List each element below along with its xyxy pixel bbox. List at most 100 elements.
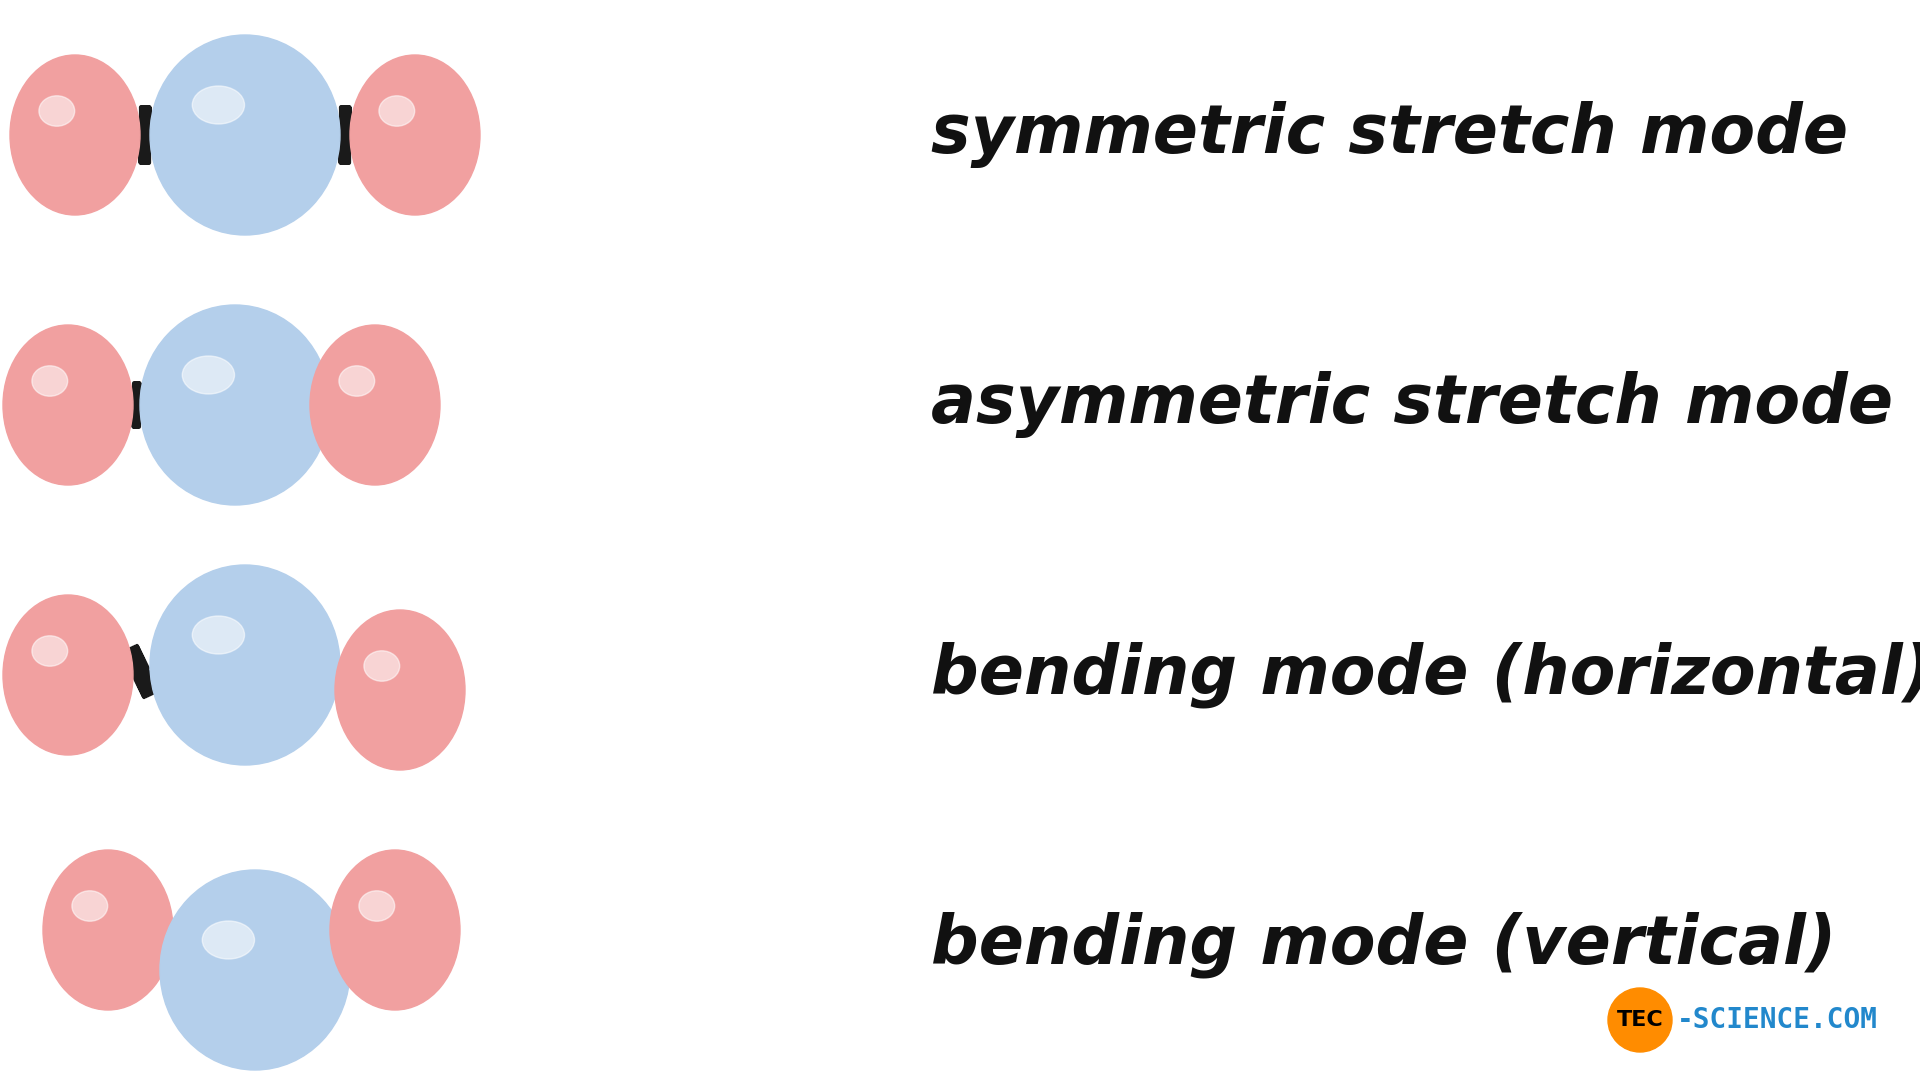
Ellipse shape bbox=[369, 649, 417, 708]
Ellipse shape bbox=[27, 353, 98, 441]
Ellipse shape bbox=[211, 920, 276, 990]
Ellipse shape bbox=[382, 664, 397, 685]
Ellipse shape bbox=[361, 886, 417, 954]
Ellipse shape bbox=[351, 875, 430, 971]
Ellipse shape bbox=[332, 351, 407, 444]
Ellipse shape bbox=[19, 343, 109, 456]
Ellipse shape bbox=[36, 86, 102, 166]
Ellipse shape bbox=[38, 635, 83, 691]
Ellipse shape bbox=[4, 596, 131, 753]
Ellipse shape bbox=[192, 78, 278, 167]
Ellipse shape bbox=[50, 379, 65, 400]
Ellipse shape bbox=[353, 877, 428, 969]
Ellipse shape bbox=[353, 58, 476, 211]
Ellipse shape bbox=[21, 347, 106, 450]
Ellipse shape bbox=[319, 336, 426, 468]
Ellipse shape bbox=[13, 58, 136, 211]
Ellipse shape bbox=[177, 888, 324, 1042]
Ellipse shape bbox=[349, 627, 444, 743]
Ellipse shape bbox=[204, 369, 238, 404]
Ellipse shape bbox=[17, 340, 113, 460]
Text: TEC: TEC bbox=[1617, 1010, 1663, 1030]
Ellipse shape bbox=[4, 326, 131, 483]
Ellipse shape bbox=[38, 367, 81, 419]
Ellipse shape bbox=[227, 936, 255, 967]
Ellipse shape bbox=[313, 328, 436, 481]
Ellipse shape bbox=[184, 70, 290, 180]
Ellipse shape bbox=[336, 858, 451, 998]
Ellipse shape bbox=[169, 880, 336, 1055]
Ellipse shape bbox=[40, 91, 96, 159]
Ellipse shape bbox=[156, 571, 332, 756]
Ellipse shape bbox=[200, 85, 267, 156]
Ellipse shape bbox=[177, 592, 301, 723]
Ellipse shape bbox=[215, 924, 271, 985]
Ellipse shape bbox=[52, 860, 161, 996]
Ellipse shape bbox=[349, 872, 434, 976]
Ellipse shape bbox=[73, 885, 131, 956]
Ellipse shape bbox=[209, 623, 255, 674]
Ellipse shape bbox=[167, 53, 315, 207]
Ellipse shape bbox=[338, 357, 399, 434]
Ellipse shape bbox=[163, 579, 321, 744]
Ellipse shape bbox=[52, 652, 61, 664]
Ellipse shape bbox=[38, 87, 100, 164]
Ellipse shape bbox=[180, 891, 319, 1037]
Ellipse shape bbox=[194, 903, 301, 1018]
Ellipse shape bbox=[338, 860, 449, 996]
Ellipse shape bbox=[154, 569, 334, 759]
Ellipse shape bbox=[363, 888, 415, 951]
Ellipse shape bbox=[29, 356, 94, 436]
Ellipse shape bbox=[6, 328, 129, 481]
Ellipse shape bbox=[397, 111, 411, 127]
Ellipse shape bbox=[12, 56, 138, 213]
Ellipse shape bbox=[10, 55, 140, 215]
Ellipse shape bbox=[67, 878, 138, 967]
Text: -SCIENCE.COM: -SCIENCE.COM bbox=[1676, 1005, 1878, 1034]
Ellipse shape bbox=[60, 868, 150, 981]
Ellipse shape bbox=[33, 360, 90, 431]
Ellipse shape bbox=[382, 910, 386, 915]
Ellipse shape bbox=[52, 382, 61, 394]
Ellipse shape bbox=[182, 598, 292, 713]
Ellipse shape bbox=[27, 76, 115, 184]
Ellipse shape bbox=[363, 643, 424, 719]
Ellipse shape bbox=[42, 372, 75, 411]
Ellipse shape bbox=[349, 874, 432, 973]
Ellipse shape bbox=[346, 367, 388, 419]
Ellipse shape bbox=[48, 378, 67, 402]
Ellipse shape bbox=[371, 80, 449, 176]
Ellipse shape bbox=[207, 622, 259, 676]
Ellipse shape bbox=[40, 638, 79, 687]
Ellipse shape bbox=[29, 626, 94, 706]
Ellipse shape bbox=[372, 81, 447, 174]
Ellipse shape bbox=[54, 107, 77, 135]
Ellipse shape bbox=[340, 863, 445, 990]
Ellipse shape bbox=[225, 639, 234, 649]
Ellipse shape bbox=[35, 633, 86, 697]
Ellipse shape bbox=[215, 99, 248, 134]
Ellipse shape bbox=[175, 886, 328, 1045]
Ellipse shape bbox=[83, 895, 117, 940]
Ellipse shape bbox=[196, 905, 300, 1015]
Ellipse shape bbox=[31, 357, 92, 434]
Ellipse shape bbox=[65, 877, 140, 969]
Ellipse shape bbox=[374, 83, 445, 171]
Ellipse shape bbox=[349, 55, 480, 215]
Ellipse shape bbox=[363, 889, 413, 949]
Ellipse shape bbox=[367, 76, 455, 184]
Ellipse shape bbox=[348, 368, 386, 417]
Ellipse shape bbox=[175, 591, 303, 726]
Ellipse shape bbox=[171, 336, 286, 456]
Ellipse shape bbox=[159, 575, 326, 750]
Ellipse shape bbox=[332, 853, 457, 1005]
Ellipse shape bbox=[148, 313, 319, 492]
Ellipse shape bbox=[367, 893, 407, 942]
Ellipse shape bbox=[225, 934, 257, 970]
Ellipse shape bbox=[219, 104, 242, 129]
Ellipse shape bbox=[71, 891, 108, 921]
Ellipse shape bbox=[192, 86, 244, 124]
Ellipse shape bbox=[340, 360, 397, 431]
Ellipse shape bbox=[336, 611, 463, 768]
Ellipse shape bbox=[211, 377, 227, 392]
